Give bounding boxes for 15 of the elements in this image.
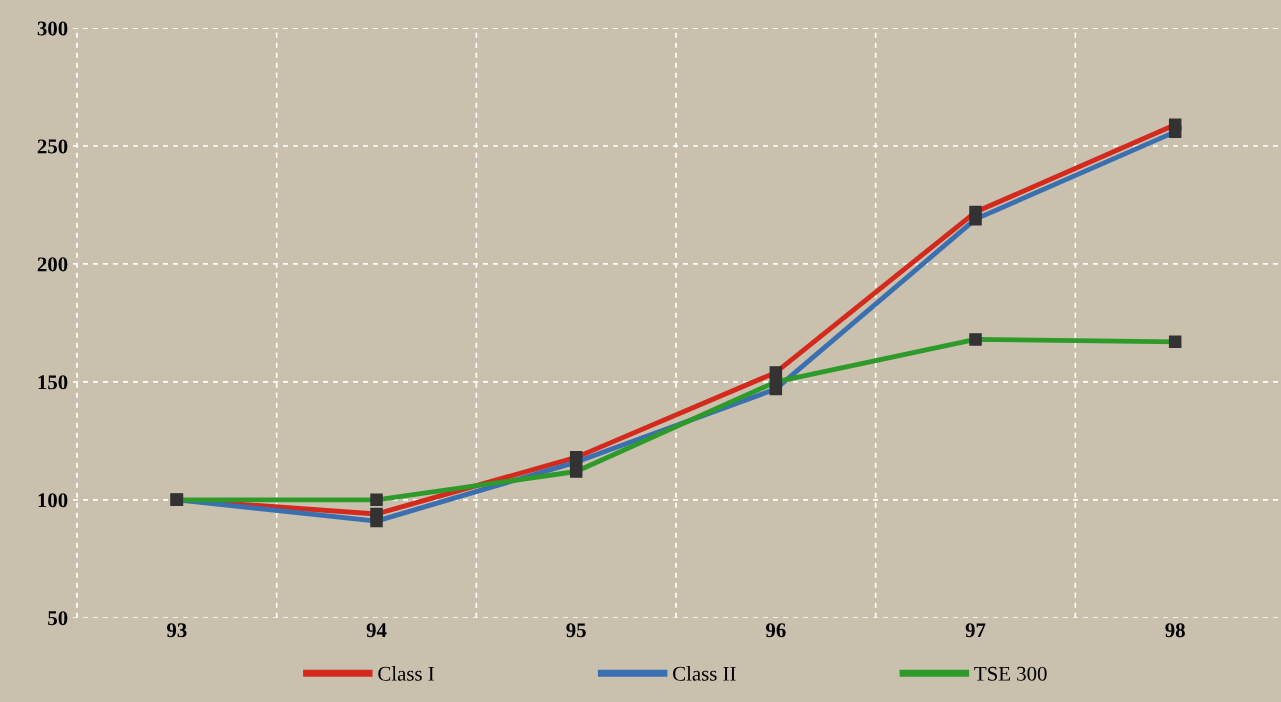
y-tick-label: 300: [37, 21, 68, 36]
y-tick-label: 250: [37, 139, 68, 154]
y-tick-label: 100: [38, 493, 68, 508]
legend-label: TSE 300: [974, 666, 1047, 681]
legend-label: Class I: [378, 666, 434, 681]
x-tick-label: 96: [766, 623, 786, 638]
y-tick-label: 150: [38, 375, 68, 390]
x-tick-label: 97: [965, 623, 986, 638]
x-tick-label: 93: [167, 623, 187, 638]
x-tick-label: 95: [566, 623, 586, 638]
x-tick-label: 94: [366, 623, 387, 638]
y-tick-label: 200: [37, 257, 68, 272]
legend-label: Class II: [673, 666, 736, 681]
x-tick-label: 98: [1165, 623, 1185, 638]
y-tick-label: 50: [48, 611, 68, 626]
